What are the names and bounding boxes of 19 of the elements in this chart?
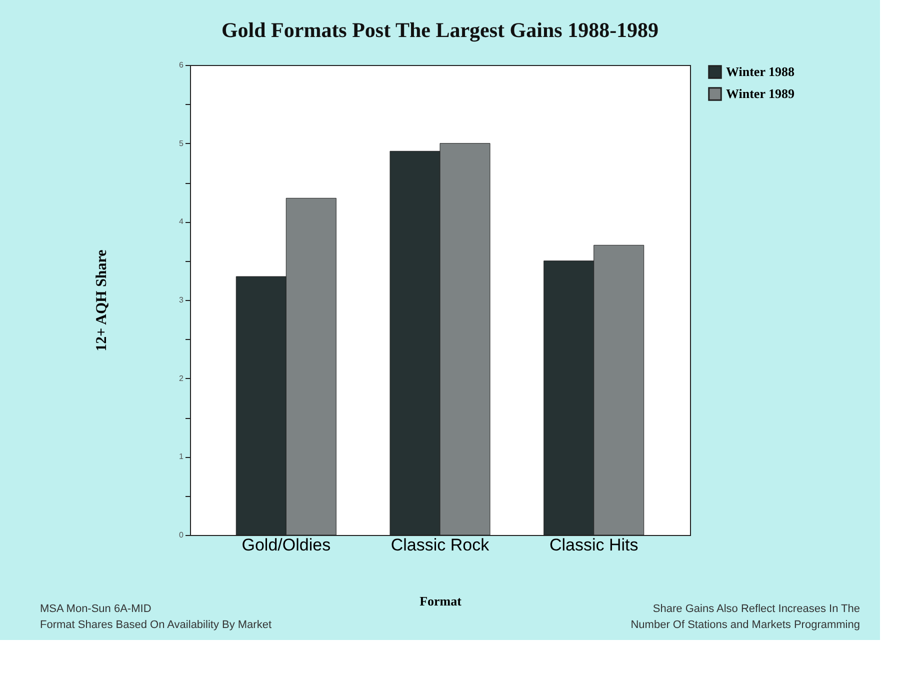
y-tick-label: 2 xyxy=(179,374,184,383)
chart-title: Gold Formats Post The Largest Gains 1988-1989 xyxy=(221,18,659,42)
y-tick-label: 5 xyxy=(179,138,184,148)
text: Share Gains Also Reflect Increases In The xyxy=(652,603,860,615)
y-tick-label: 1 xyxy=(179,452,184,462)
x-axis-title: Format xyxy=(420,594,462,608)
text: Format Shares Based On Availability By Market xyxy=(40,619,272,631)
legend-label: Winter 1988 xyxy=(726,64,795,79)
y-tick-label: 4 xyxy=(179,217,184,226)
x-tick-label: Gold/Oldies xyxy=(242,536,331,554)
legend-label: Winter 1989 xyxy=(726,86,795,101)
y-tick-label: 0 xyxy=(179,530,184,540)
y-axis-title: 12+ AQH Share xyxy=(94,249,110,352)
x-tick-label: Classic Hits xyxy=(549,536,638,554)
y-tick-label: 3 xyxy=(179,296,184,304)
text: Number Of Stations and Markets Programming xyxy=(630,619,860,631)
text: MSA Mon-Sun 6A-MID xyxy=(40,603,152,615)
x-tick-label: Classic Rock xyxy=(390,536,490,554)
y-tick-label: 6 xyxy=(179,60,184,70)
